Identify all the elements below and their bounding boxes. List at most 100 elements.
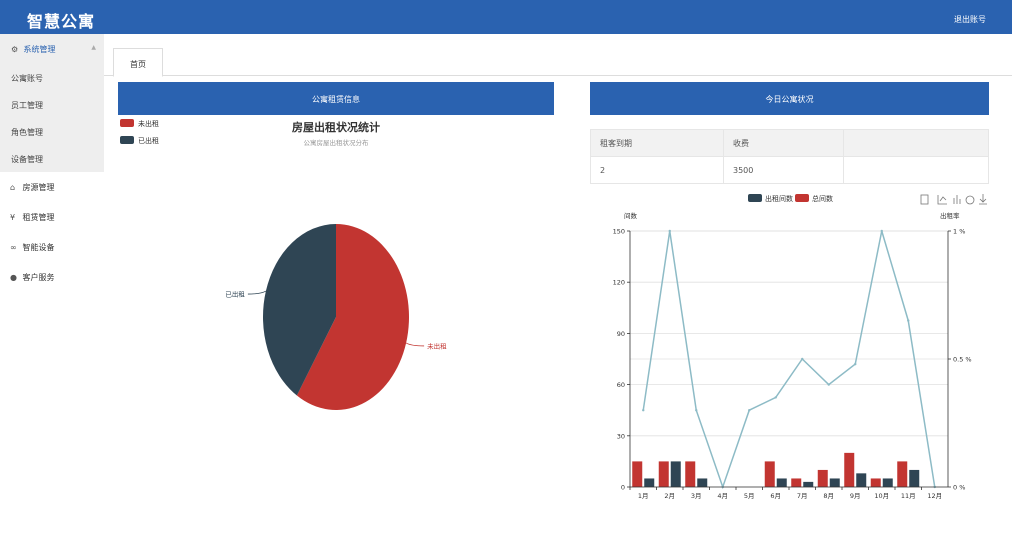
bar[interactable] [670,461,681,487]
line-series [642,230,936,490]
table-cell: 2 [590,156,724,184]
line-chart-icon[interactable] [937,195,947,205]
sidebar-subitem-staff[interactable]: 员工管理 [11,101,43,110]
y-tick-label: 60 [617,381,625,389]
table-header-cell: 租客到期 [590,129,724,157]
bar[interactable] [829,478,840,487]
pie-label-line [247,290,267,295]
legend-swatch[interactable] [120,136,134,144]
bar[interactable] [909,469,920,487]
pie-slice[interactable] [296,224,409,410]
today-status-header: 今日公寓状况 [590,82,989,115]
bar[interactable] [791,478,802,487]
line-point[interactable] [827,383,830,386]
app-title: 智慧公寓 [27,12,96,31]
tab-bar: 首页 [104,34,1012,77]
legend-label: 出租间数 [765,194,793,203]
table-row: 2 3500 [590,156,989,184]
chevron-up-icon: ▲ [91,44,96,51]
sidebar-item-customer[interactable]: ● 客户服务 [0,262,104,292]
y-tick-label: 120 [613,279,625,287]
x-tick-label: 6月 [770,492,781,500]
bar[interactable] [658,461,669,487]
top-bar: 智慧公寓 退出账号 [0,0,1012,34]
table-header-row: 租客到期 收费 [590,129,989,157]
bar[interactable] [632,461,643,487]
sidebar-item-label: 客户服务 [22,273,55,282]
chart-title: 房屋出租状况统计 [292,120,380,134]
sidebar-item-smart-devices[interactable]: ∞ 智能设备 [0,232,104,262]
x-tick-label: 9月 [850,492,861,500]
line-point[interactable] [854,362,857,366]
legend-swatch[interactable] [120,119,134,127]
sidebar-subitem-accounts[interactable]: 公寓账号 [11,74,43,83]
x-tick-label: 5月 [744,492,755,500]
user-icon: ● [10,273,17,282]
y-tick-label: 90 [617,330,625,338]
bar[interactable] [776,478,787,487]
x-tick-label: 11月 [901,492,916,500]
x-tick-label: 10月 [874,492,889,500]
line-point[interactable] [801,357,804,361]
data-view-icon[interactable] [920,194,929,205]
table-header-cell: 收费 [723,129,844,157]
bar[interactable] [870,478,881,487]
download-icon[interactable] [979,194,987,205]
gear-icon: ⚙ [11,45,19,54]
bar[interactable] [844,452,855,487]
pie-label-line [405,342,425,347]
pie-slice-label: 已出租 [225,290,245,299]
bar[interactable] [856,473,867,487]
y2-axis-label: 出租率 [940,211,960,220]
sidebar-item-label: 房源管理 [22,183,55,192]
tab-home[interactable]: 首页 [113,48,163,77]
line-point[interactable] [774,396,777,399]
x-tick-label: 12月 [927,492,942,500]
legend-label: 总间数 [812,194,833,203]
pie-slice-label: 未出租 [427,341,447,350]
table-cell: 3500 [723,156,844,184]
today-status-table: 租客到期 收费 2 3500 [590,129,989,184]
bar-chart-icon[interactable] [953,195,961,204]
legend-label: 已出租 [138,136,159,145]
sidebar-item-rental[interactable]: ¥ 租赁管理 [0,202,104,232]
rental-bar-line-chart: 出租间数 总间数 间数 出租率 0 30 60 90 120 150 0 % 0.5 % 1 %… [613,194,987,500]
x-tick-label: 1月 [638,492,649,500]
y2-tick-label: 0 % [953,484,965,492]
bar[interactable] [764,461,775,487]
legend-swatch[interactable] [795,194,809,202]
bar[interactable] [644,478,655,487]
refresh-icon[interactable] [965,195,975,205]
pie-slice[interactable] [262,224,336,396]
sidebar-subitem-roles[interactable]: 角色管理 [11,128,43,137]
bar[interactable] [882,478,893,487]
table-cell [843,156,989,184]
sidebar-item-system[interactable]: ⚙ 系统管理 ▲ [0,34,104,63]
rental-info-header: 公寓租赁信息 [118,82,554,115]
line-point[interactable] [668,229,671,233]
x-tick-label: 3月 [691,492,702,500]
legend-swatch[interactable] [748,194,762,202]
line-point[interactable] [695,409,698,412]
y-tick-label: 0 [621,484,625,492]
bar[interactable] [685,461,696,487]
sidebar: ⚙ 系统管理 ▲ 公寓账号 员工管理 角色管理 设备管理 ⌂ 房源管理 ¥ 租赁… [0,34,104,534]
sidebar-item-label: 智能设备 [22,243,55,252]
sidebar-subitem-devices[interactable]: 设备管理 [11,155,43,164]
y-tick-label: 30 [617,432,625,440]
bar[interactable] [697,478,708,487]
x-tick-label: 7月 [797,492,808,500]
line-point[interactable] [642,409,645,412]
logout-link[interactable]: 退出账号 [954,15,986,24]
line-point[interactable] [748,409,751,412]
bar[interactable] [817,469,828,487]
chart-subtitle: 公寓房屋出租状况分布 [304,138,370,147]
x-tick-label: 8月 [823,492,834,500]
line-point[interactable] [880,229,883,233]
line-point[interactable] [907,319,910,322]
sidebar-item-housing[interactable]: ⌂ 房源管理 [0,172,104,202]
bar[interactable] [897,461,908,487]
bar[interactable] [803,481,814,487]
yen-icon: ¥ [10,213,16,222]
